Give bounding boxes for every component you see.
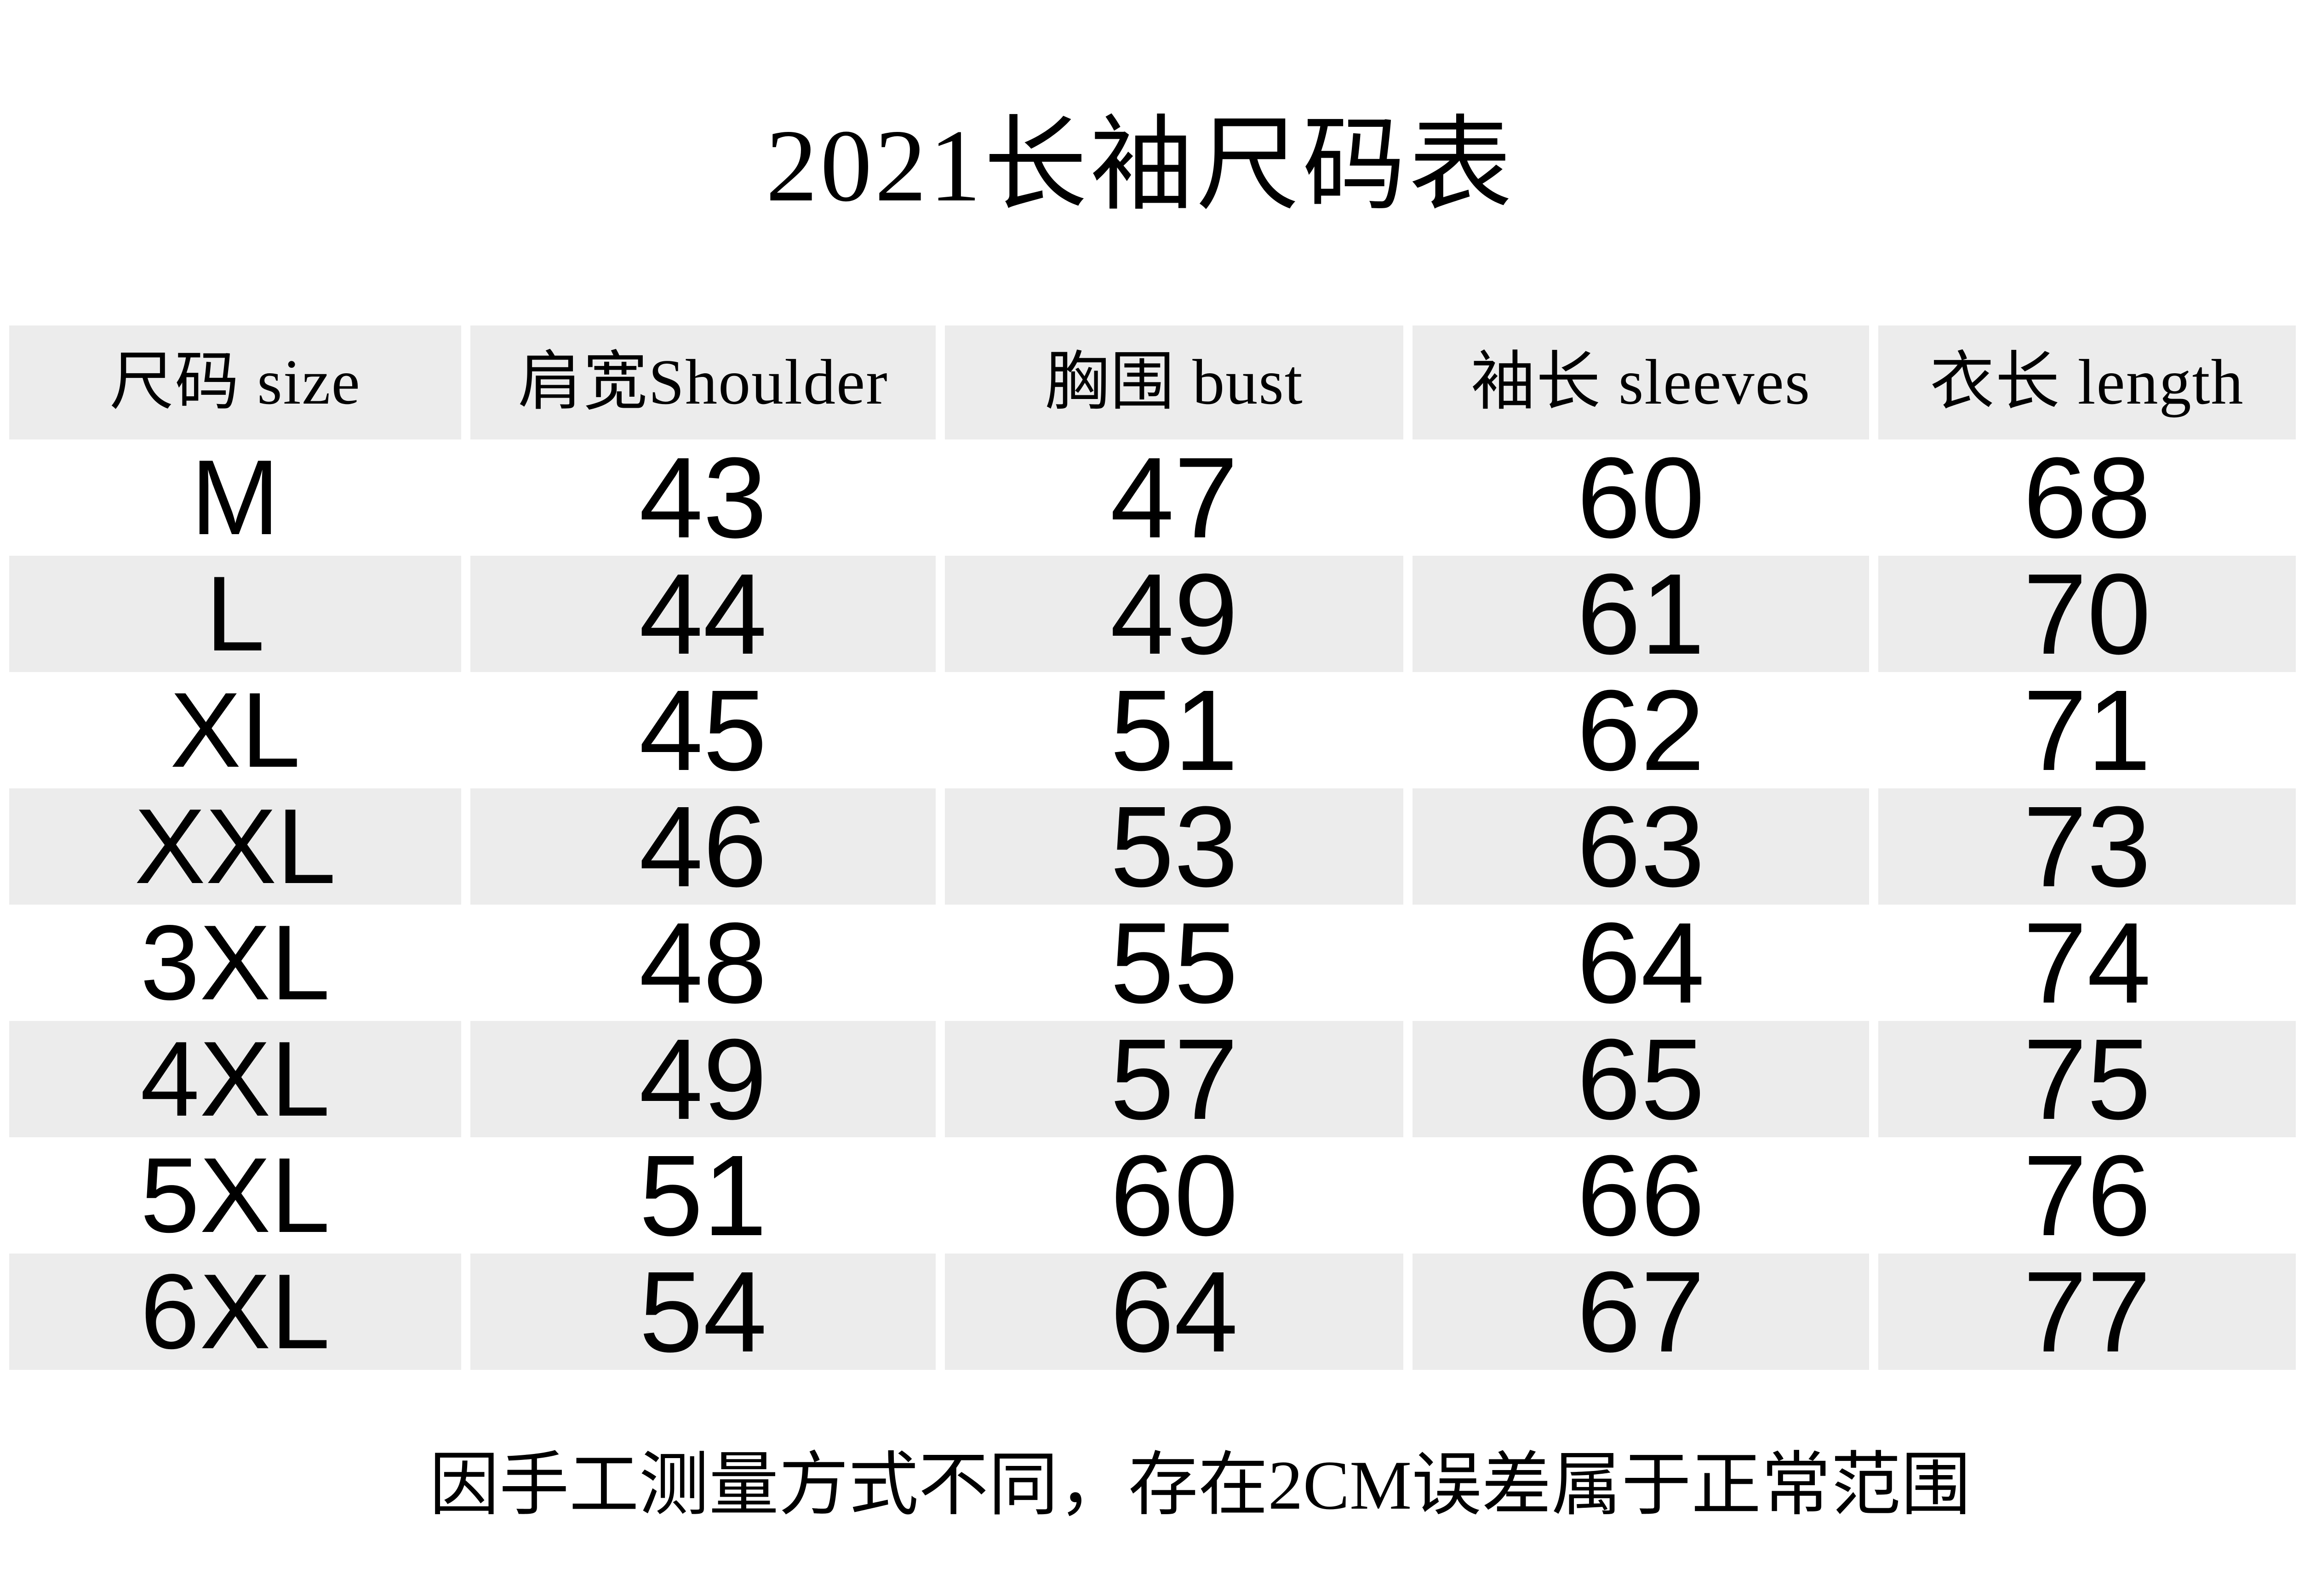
size-label-cell: 4XL (9, 1021, 461, 1137)
measurement-value-cell: 49 (945, 556, 1403, 672)
size-label-cell: L (9, 556, 461, 672)
size-label-cell: XXL (9, 788, 461, 905)
measurement-value-cell: 65 (1413, 1021, 1869, 1137)
table-row: 4XL 49 57 65 75 (9, 1021, 2296, 1137)
size-label-cell: 6XL (9, 1254, 461, 1370)
measurement-value-cell: 64 (945, 1254, 1403, 1370)
table-row: 6XL 54 64 67 77 (9, 1254, 2296, 1370)
size-label-cell: 5XL (9, 1137, 461, 1254)
header-cell-sleeves: 袖长 sleeves (1413, 325, 1869, 439)
measurement-value-cell: 47 (945, 439, 1403, 556)
measurement-value-cell: 43 (470, 439, 936, 556)
measurement-value-cell: 63 (1413, 788, 1869, 905)
header-cell-length: 衣长 length (1878, 325, 2296, 439)
measurement-value-cell: 71 (1878, 672, 2296, 788)
page-title: 2021长袖尺码表 (766, 108, 1515, 223)
measurement-value-cell: 51 (470, 1137, 936, 1254)
size-label-cell: 3XL (9, 905, 461, 1021)
measurement-value-cell: 64 (1413, 905, 1869, 1021)
measurement-value-cell: 73 (1878, 788, 2296, 905)
measurement-value-cell: 60 (945, 1137, 1403, 1254)
table-row: 5XL 51 60 66 76 (9, 1137, 2296, 1254)
measurement-value-cell: 54 (470, 1254, 936, 1370)
measurement-value-cell: 66 (1413, 1137, 1869, 1254)
size-table: 尺码 size 肩宽Shoulder 胸围 bust 袖长 sleeves 衣长… (9, 325, 2296, 1370)
measurement-value-cell: 62 (1413, 672, 1869, 788)
size-label-cell: M (9, 439, 461, 556)
measurement-value-cell: 61 (1413, 556, 1869, 672)
measurement-value-cell: 51 (945, 672, 1403, 788)
measurement-value-cell: 48 (470, 905, 936, 1021)
header-cell-bust: 胸围 bust (945, 325, 1403, 439)
table-row: XXL 46 53 63 73 (9, 788, 2296, 905)
table-row: 3XL 48 55 64 74 (9, 905, 2296, 1021)
measurement-value-cell: 45 (470, 672, 936, 788)
measurement-value-cell: 67 (1413, 1254, 1869, 1370)
size-label-cell: XL (9, 672, 461, 788)
measurement-value-cell: 55 (945, 905, 1403, 1021)
measurement-value-cell: 77 (1878, 1254, 2296, 1370)
table-row: XL 45 51 62 71 (9, 672, 2296, 788)
measurement-value-cell: 57 (945, 1021, 1403, 1137)
measurement-value-cell: 60 (1413, 439, 1869, 556)
measurement-value-cell: 74 (1878, 905, 2296, 1021)
header-cell-size: 尺码 size (9, 325, 461, 439)
measurement-value-cell: 49 (470, 1021, 936, 1137)
table-header-row: 尺码 size 肩宽Shoulder 胸围 bust 袖长 sleeves 衣长… (9, 325, 2296, 439)
measurement-value-cell: 44 (470, 556, 936, 672)
measurement-value-cell: 76 (1878, 1137, 2296, 1254)
measurement-value-cell: 70 (1878, 556, 2296, 672)
header-cell-shoulder: 肩宽Shoulder (470, 325, 936, 439)
measurement-value-cell: 68 (1878, 439, 2296, 556)
table-row: M 43 47 60 68 (9, 439, 2296, 556)
measurement-value-cell: 46 (470, 788, 936, 905)
table-row: L 44 49 61 70 (9, 556, 2296, 672)
measurement-value-cell: 53 (945, 788, 1403, 905)
footer-note: 因手工测量方式不同，存在2CM误差属于正常范围 (429, 1447, 1971, 1524)
measurement-value-cell: 75 (1878, 1021, 2296, 1137)
